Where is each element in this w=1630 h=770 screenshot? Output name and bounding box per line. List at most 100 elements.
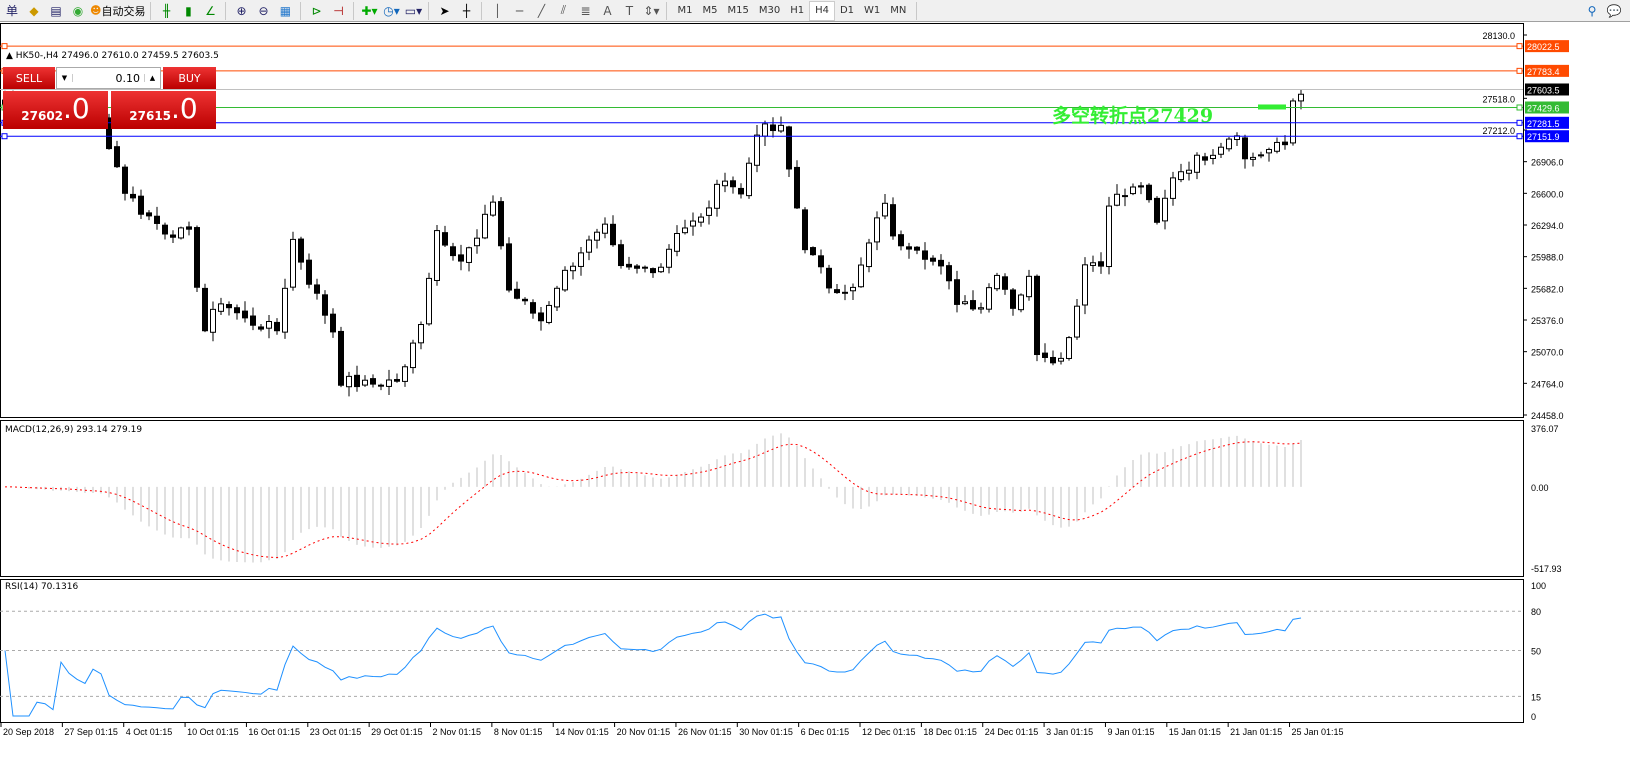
candle-body xyxy=(402,366,408,382)
timeframe-m15[interactable]: M15 xyxy=(727,5,749,16)
separator xyxy=(666,1,668,20)
menu-partial-label: 单 xyxy=(5,4,18,18)
candle xyxy=(1298,89,1304,110)
candle-body xyxy=(386,379,392,387)
timeframe-h1[interactable]: H1 xyxy=(790,5,805,16)
candle xyxy=(634,264,640,274)
candle-body xyxy=(394,379,400,382)
profile-icon[interactable]: ▤ xyxy=(50,3,62,18)
candle xyxy=(882,193,888,220)
timeframe-m1[interactable]: M1 xyxy=(677,5,693,16)
chart-canvas[interactable]: 28130.0 27518.0 27212.0 26906.0 26600.0 26294… xyxy=(0,23,1630,745)
time-axis-label: 14 Nov 01:15 xyxy=(555,727,609,737)
signal-icon[interactable]: ◉ xyxy=(72,3,84,18)
timeframe-m30[interactable]: M30 xyxy=(758,5,781,16)
template-icon[interactable]: ▭▾ xyxy=(404,3,423,18)
folder-icon[interactable]: ◆ xyxy=(29,3,39,18)
buy-button[interactable]: BUY xyxy=(163,67,216,89)
candle-body xyxy=(466,247,472,263)
zoom-in-icon[interactable]: ⊕ xyxy=(236,3,247,18)
timeframe-w1[interactable]: W1 xyxy=(864,5,881,16)
candle-body xyxy=(202,287,208,332)
candle xyxy=(170,230,176,244)
sell-button[interactable]: SELL xyxy=(3,67,55,89)
cursor-icon[interactable]: ➤ xyxy=(439,3,450,18)
line-handle[interactable] xyxy=(1,43,8,50)
candle xyxy=(658,263,664,273)
timeframe-h4[interactable]: H4 xyxy=(809,0,835,21)
line-handle[interactable] xyxy=(1516,133,1523,140)
candle xyxy=(426,272,432,326)
separator xyxy=(428,1,430,20)
timeframe-m5[interactable]: M5 xyxy=(702,5,718,16)
bar-chart-icon[interactable]: ╫ xyxy=(162,3,171,18)
increase-lot-button[interactable]: ▲ xyxy=(144,74,160,82)
candle-body xyxy=(602,223,608,234)
community-icon[interactable]: 💬 xyxy=(1606,3,1622,18)
zoom-out-icon[interactable]: ⊖ xyxy=(258,3,269,18)
candle xyxy=(474,229,480,254)
candle xyxy=(314,278,320,300)
timeframe-d1[interactable]: D1 xyxy=(839,5,855,16)
fibonacci-icon[interactable]: ≣ xyxy=(580,3,591,18)
candle xyxy=(450,242,456,261)
buy-price[interactable]: 27615.0 xyxy=(111,91,216,129)
candle-body xyxy=(1274,141,1280,152)
period-icon[interactable]: ◷▾ xyxy=(383,3,400,18)
candle-body xyxy=(778,124,784,132)
time-axis-label: 9 Jan 01:15 xyxy=(1107,727,1154,737)
autoscroll-icon[interactable]: ⊳ xyxy=(311,3,322,18)
text-icon[interactable]: A xyxy=(603,3,612,18)
line-chart-icon[interactable]: ∠ xyxy=(205,3,216,18)
candle xyxy=(1122,188,1128,207)
candle xyxy=(610,215,616,247)
label-icon[interactable]: T xyxy=(625,3,634,18)
vertical-line-icon[interactable]: │ xyxy=(493,3,502,18)
line-handle[interactable] xyxy=(1,133,8,140)
line-handle[interactable] xyxy=(1516,119,1523,126)
auto-trade-button[interactable]: ☻ 自动交易 xyxy=(90,1,145,21)
timeframe-mn[interactable]: MN xyxy=(890,5,907,16)
time-axis-label: 2 Nov 01:15 xyxy=(433,727,482,737)
shift-icon[interactable]: ⊣ xyxy=(333,3,344,18)
price-axis-label: 25682.0 xyxy=(1531,284,1564,294)
candle-body xyxy=(1242,137,1248,160)
separator xyxy=(353,1,355,20)
candlestick-icon[interactable]: ▮ xyxy=(185,3,192,18)
horizontal-line-icon[interactable]: ─ xyxy=(515,3,524,18)
candle xyxy=(802,207,808,254)
add-indicator-icon[interactable]: ✚▾ xyxy=(361,3,378,18)
candle-body xyxy=(1098,261,1104,267)
candle xyxy=(434,225,440,286)
candle-body xyxy=(1018,294,1024,311)
candle-body xyxy=(1074,305,1080,338)
candle xyxy=(1130,183,1136,196)
arrows-icon[interactable]: ⇕▾ xyxy=(643,3,660,18)
channel-icon[interactable]: ⫽ xyxy=(560,3,567,17)
search-icon[interactable]: ⚲ xyxy=(1587,3,1597,18)
time-axis-label: 27 Sep 01:15 xyxy=(64,727,118,737)
line-handle[interactable] xyxy=(1516,67,1523,74)
sell-price[interactable]: 27602.0 xyxy=(3,91,108,129)
chart-window[interactable]: 28130.0 27518.0 27212.0 26906.0 26600.0 26294… xyxy=(0,23,1630,745)
collapse-icon[interactable]: ▲ xyxy=(6,51,16,61)
pivot-annotation[interactable]: 多空转折点27429 xyxy=(1052,105,1214,127)
candle xyxy=(690,212,696,236)
trendline-icon[interactable]: ╱ xyxy=(537,3,546,18)
tile-icon[interactable]: ▦ xyxy=(279,3,292,18)
candle-body xyxy=(946,265,952,282)
decrease-lot-button[interactable]: ▼ xyxy=(57,74,73,82)
lot-stepper[interactable]: ▼ 0.10 ▲ xyxy=(56,67,161,89)
line-handle[interactable] xyxy=(1516,43,1523,50)
candle xyxy=(626,256,632,270)
candle xyxy=(1082,257,1088,315)
crosshair-icon[interactable]: ┼ xyxy=(462,3,471,18)
candle-body xyxy=(626,263,632,268)
lot-input[interactable]: 0.10 xyxy=(115,71,141,85)
candle xyxy=(538,307,544,331)
candle xyxy=(218,297,224,315)
candle xyxy=(986,283,992,313)
candle-body xyxy=(378,384,384,387)
candle xyxy=(1138,182,1144,195)
line-handle[interactable] xyxy=(1516,104,1523,111)
